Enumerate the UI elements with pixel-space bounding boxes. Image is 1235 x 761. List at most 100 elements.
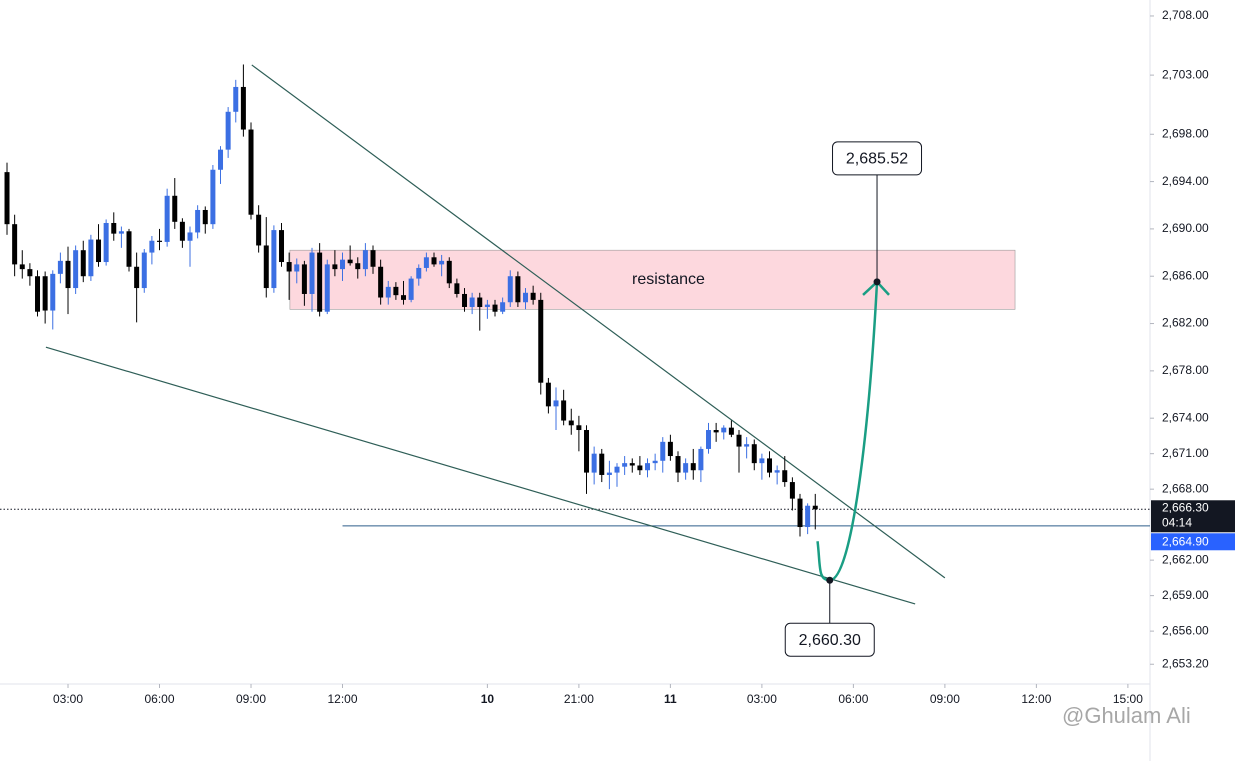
y-tick-label: 2,662.00 [1162, 552, 1209, 566]
candle-body [42, 276, 48, 311]
candle-body [728, 427, 734, 435]
candle-body [248, 129, 254, 215]
candle-body [744, 444, 750, 447]
candle-body [73, 250, 79, 289]
candle-body [599, 453, 605, 475]
candle-body [263, 245, 269, 289]
candle-body [431, 257, 437, 265]
candle-body [240, 86, 246, 130]
countdown-label: 04:14 [1162, 515, 1192, 529]
callout-point [826, 576, 834, 584]
candle-body [469, 297, 475, 307]
candle-body [561, 400, 567, 421]
projection-curve [816, 281, 879, 582]
candle-body [157, 240, 163, 242]
candle-body [629, 463, 635, 466]
y-tick-label: 2,674.00 [1162, 410, 1209, 424]
candle-body [195, 209, 201, 233]
candle-body [301, 264, 307, 294]
y-tick-label: 2,682.00 [1162, 316, 1209, 330]
support-price-badge [1151, 533, 1235, 551]
candle-body [614, 466, 620, 473]
candle-body [645, 463, 651, 471]
candle-body [782, 470, 788, 483]
candle-body [652, 460, 658, 464]
x-tick-label: 21:00 [564, 692, 594, 706]
candle-body [812, 505, 818, 510]
y-tick-label: 2,653.20 [1162, 656, 1209, 670]
candle-body [385, 286, 391, 298]
candle-body [423, 257, 429, 268]
candle-body [721, 427, 727, 433]
candle-body [683, 463, 689, 473]
candle-body [789, 482, 795, 499]
candle-body [202, 209, 208, 225]
candle-body [446, 260, 452, 284]
candle-body [294, 264, 300, 272]
y-tick-label: 2,671.00 [1162, 446, 1209, 460]
candle-body [408, 278, 414, 300]
y-tick-label: 2,656.00 [1162, 623, 1209, 637]
y-tick-label: 2,678.00 [1162, 363, 1209, 377]
candle-body [347, 259, 353, 264]
candle-body [637, 465, 643, 471]
candle-body [172, 195, 178, 222]
candle-body [225, 111, 231, 150]
candle-body [530, 292, 536, 300]
candle-body [462, 293, 468, 307]
candle-body [370, 250, 376, 267]
candle-body [103, 222, 109, 263]
callout-point [873, 278, 881, 286]
y-tick-label: 2,668.00 [1162, 481, 1209, 495]
callout-label: 2,685.52 [846, 151, 908, 168]
candle-body [805, 505, 811, 528]
x-tick-label: 12:00 [327, 692, 357, 706]
candle-body [80, 250, 86, 277]
x-tick-label: 09:00 [930, 692, 960, 706]
candle-body [233, 86, 239, 112]
resistance-label: resistance [632, 271, 705, 288]
x-tick-label: 11 [664, 692, 677, 706]
candle-body [210, 169, 216, 225]
candle-body [713, 430, 719, 433]
candle-body [317, 252, 323, 312]
candle-body [111, 222, 117, 234]
y-tick-label: 2,659.00 [1162, 588, 1209, 602]
trendline [45, 346, 916, 605]
candle-body [309, 252, 315, 294]
candle-body [576, 425, 582, 431]
y-tick-label: 2,708.00 [1162, 8, 1209, 22]
candle-body [378, 266, 384, 298]
candle-body [88, 239, 94, 277]
candle-body [507, 276, 513, 303]
candle-body [568, 420, 574, 426]
candle-body [500, 302, 506, 312]
candle-body [667, 441, 673, 457]
candle-body [134, 266, 140, 289]
candle-body [660, 441, 666, 461]
candle-body [279, 230, 285, 263]
candle-body [454, 283, 460, 294]
x-tick-label: 03:00 [53, 692, 83, 706]
candle-body [57, 260, 63, 274]
candle-body [492, 304, 498, 312]
candle-body [698, 448, 704, 471]
candle-body [393, 286, 399, 296]
candle-body [187, 232, 193, 241]
y-tick-label: 2,686.00 [1162, 268, 1209, 282]
last-price-badge [1151, 500, 1235, 533]
y-tick-label: 2,694.00 [1162, 174, 1209, 188]
candle-body [149, 240, 155, 253]
candle-body [416, 267, 422, 279]
watermark: @Ghulam Ali [1062, 703, 1191, 728]
candle-body [774, 470, 780, 473]
candle-body [19, 264, 25, 270]
last-price-label: 2,666.30 [1162, 500, 1209, 514]
candle-body [515, 276, 521, 303]
candle-body [553, 400, 559, 407]
candle-body [477, 297, 483, 307]
candle-body [35, 276, 41, 312]
candle-body [523, 292, 529, 303]
candle-body [538, 299, 544, 383]
candle-body [141, 252, 147, 289]
